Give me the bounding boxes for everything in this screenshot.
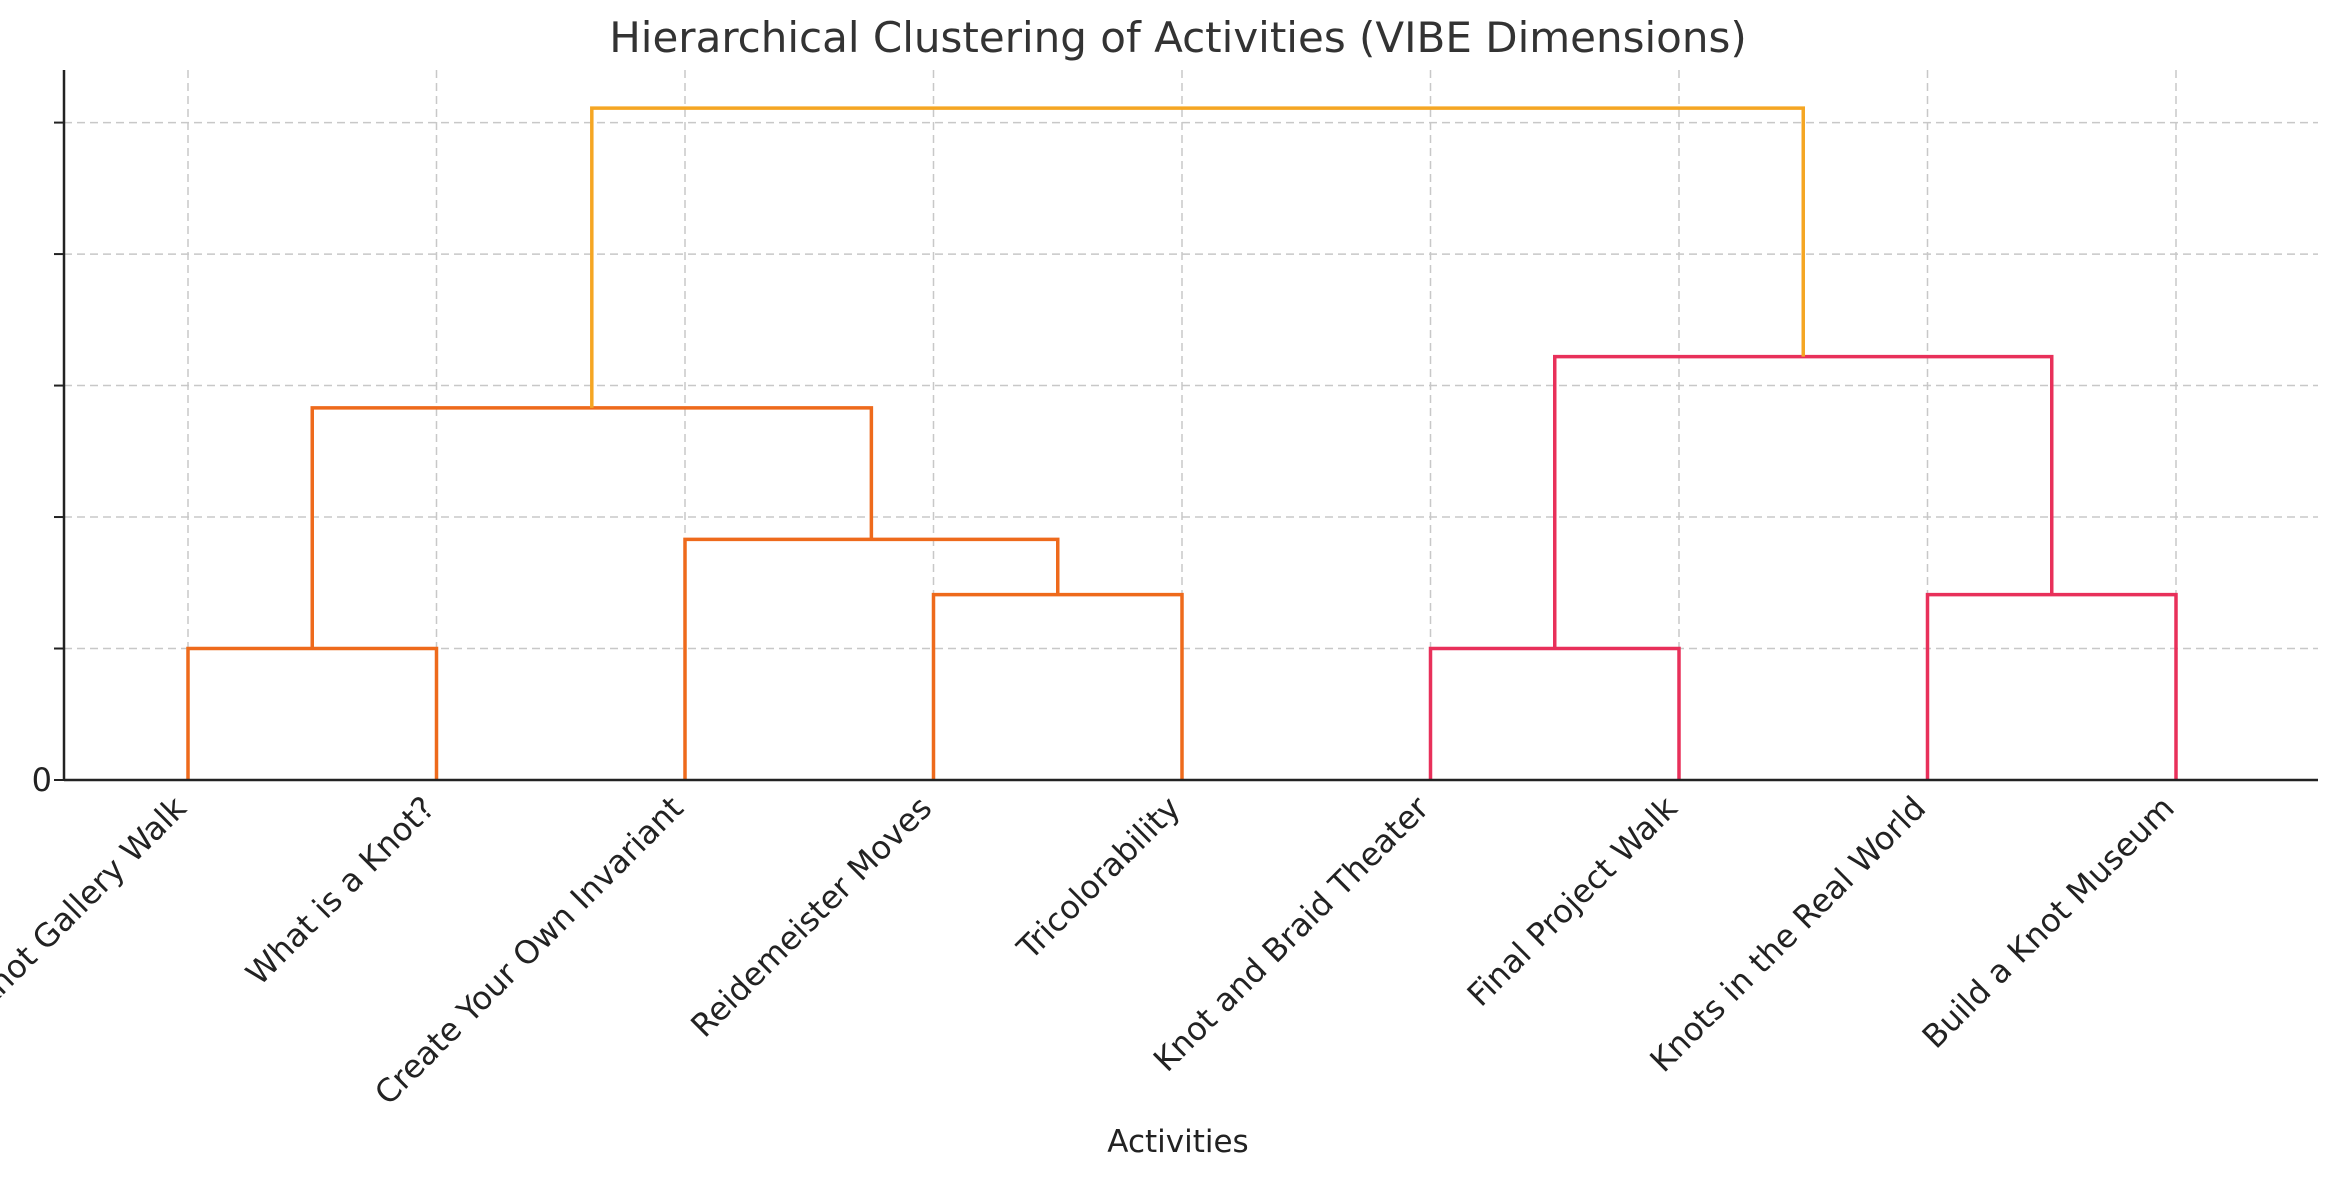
x-axis-label: Activities [1107, 1124, 1248, 1160]
dendrogram-link [931, 592, 1184, 780]
y-ticks: 0 [32, 121, 64, 799]
grid [64, 70, 2318, 780]
leaf-label: What is a Knot? [238, 789, 442, 993]
dendrogram-links [186, 106, 2178, 780]
chart-title: Hierarchical Clustering of Activities (V… [609, 13, 1747, 62]
y-tick-label: 0 [32, 761, 52, 799]
leaf-label: Tricolorability [1009, 789, 1188, 968]
dendrogram-link [590, 106, 1805, 408]
dendrogram-link [1553, 354, 2054, 649]
leaf-label: Reidemeister Moves [683, 789, 939, 1045]
leaf-label: Knot and Braid Theater [1146, 788, 1437, 1079]
dendrogram-link [310, 406, 874, 649]
dendrogram-link [186, 646, 439, 780]
leaf-label: Knots in the Real World [1642, 789, 1933, 1080]
leaf-label: Final Project Walk [1460, 788, 1685, 1013]
axes [62, 70, 2318, 782]
leaf-label: Knot Gallery Walk [0, 788, 194, 1016]
leaf-labels: Knot Gallery Walk What is a Knot?Create Y… [0, 788, 2182, 1112]
dendrogram-link [683, 537, 1060, 780]
dendrogram-link [1428, 646, 1681, 780]
leaf-label: Build a Knot Museum [1915, 789, 2182, 1056]
dendrogram-link [1925, 592, 2178, 780]
